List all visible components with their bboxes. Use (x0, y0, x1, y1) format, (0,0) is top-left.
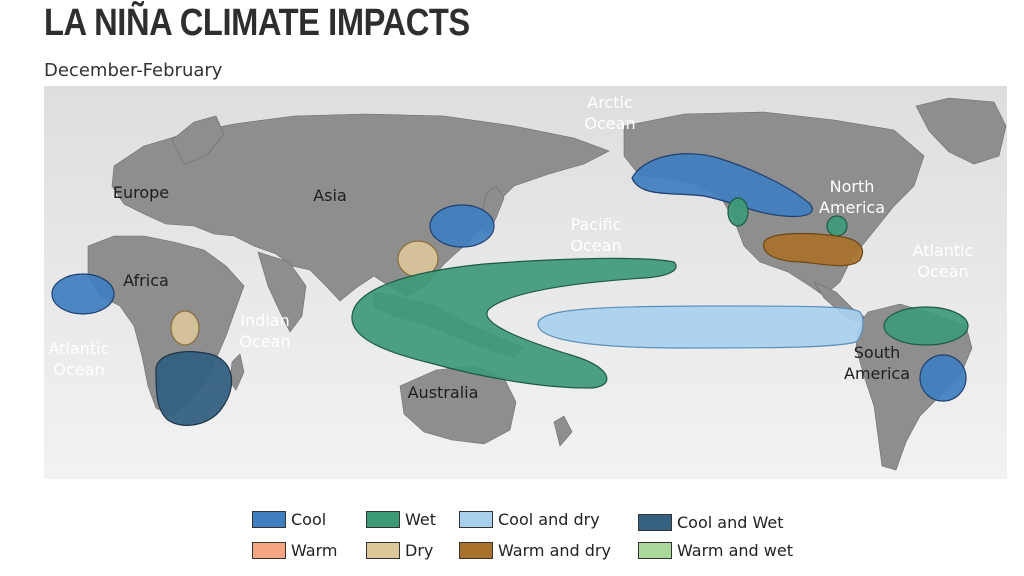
legend-label: Cool and dry (498, 510, 600, 529)
label-asia: Asia (313, 186, 347, 205)
legend-label: Dry (405, 541, 434, 560)
map-labels: Arctic Ocean Europe Asia Africa Indian Oce… (49, 93, 974, 402)
legend-swatch (252, 542, 286, 559)
legend-item-cool: Cool (252, 510, 326, 529)
label-australia: Australia (408, 383, 479, 402)
label-atlantic-ocean-west: Atlantic Ocean (49, 339, 110, 379)
land-new-zealand (553, 415, 573, 447)
legend-swatch (252, 511, 286, 528)
label-africa: Africa (123, 271, 169, 290)
legend-item-cool-and-dry: Cool and dry (459, 510, 600, 529)
legend-swatch (459, 511, 493, 528)
label-indian-ocean: Indian Ocean (239, 311, 290, 351)
legend-label: Wet (405, 510, 436, 529)
legend-item-warm-and-dry: Warm and dry (459, 541, 611, 560)
region-dry-east-africa (170, 310, 200, 346)
label-pacific-ocean: Pacific Ocean (570, 215, 621, 255)
legend-swatch (638, 542, 672, 559)
legend-item-cool-and-wet: Cool and Wet (638, 513, 783, 532)
land-greenland (915, 97, 1007, 165)
legend-item-dry: Dry (366, 541, 433, 560)
region-wet-northern-brazil (883, 306, 969, 346)
region-cool-japan (429, 204, 495, 248)
legend-label: Cool and Wet (677, 513, 784, 532)
label-arctic-ocean: Arctic Ocean (584, 93, 635, 133)
region-cool-alaska-canada (631, 153, 813, 218)
region-cool-dry-equatorial-pacific (537, 305, 864, 349)
legend-label: Warm (291, 541, 338, 560)
region-cool-west-africa (51, 273, 115, 315)
region-cool-southern-brazil (919, 354, 967, 402)
region-cool-wet-southern-africa (155, 351, 233, 426)
label-north-america: North America (819, 177, 885, 217)
label-atlantic-ocean-east: Atlantic Ocean (913, 241, 974, 281)
land-india (257, 251, 307, 333)
page-subtitle: December-February (44, 60, 223, 81)
legend-swatch (366, 542, 400, 559)
legend-label: Cool (291, 510, 327, 529)
impact-regions (51, 153, 969, 426)
legend: Cool Wet Cool and dry Cool and Wet Warm … (0, 505, 1024, 575)
legend-label: Warm and dry (498, 541, 611, 560)
region-wet-ohio-valley (826, 215, 848, 237)
region-warm-dry-southern-us (763, 232, 864, 267)
legend-label: Warm and wet (677, 541, 793, 560)
legend-swatch (638, 514, 672, 531)
world-map: Arctic Ocean Europe Asia Africa Indian Oce… (44, 86, 1007, 479)
region-wet-pacific-northwest (727, 197, 749, 227)
region-wet-maritime-continent (351, 257, 677, 389)
legend-item-wet: Wet (366, 510, 436, 529)
legend-item-warm: Warm (252, 541, 337, 560)
label-europe: Europe (113, 183, 169, 202)
legend-swatch (366, 511, 400, 528)
legend-swatch (459, 542, 493, 559)
land-scandinavia (171, 115, 225, 165)
label-south-america: South America (844, 343, 910, 383)
legend-item-warm-and-wet: Warm and wet (638, 541, 793, 560)
page-title: LA NIÑA CLIMATE IMPACTS (44, 2, 470, 44)
